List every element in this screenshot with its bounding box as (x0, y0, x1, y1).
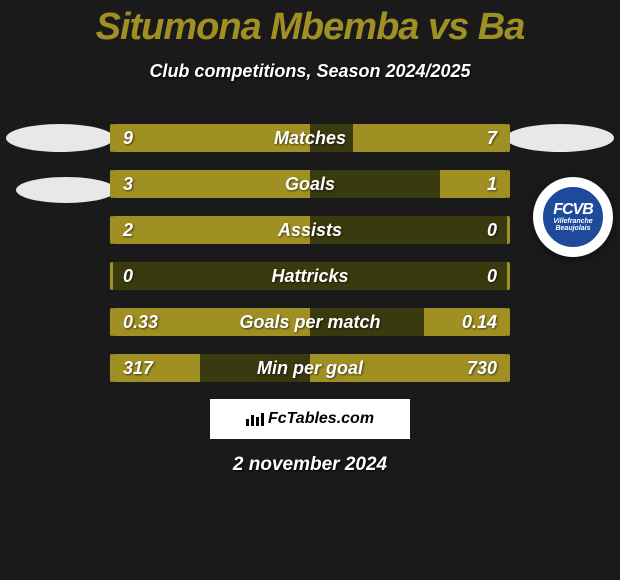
attribution-text: FcTables.com (268, 410, 374, 428)
stat-value-right: 7 (487, 128, 497, 149)
stat-label: Matches (274, 128, 346, 149)
date-line: 2 november 2024 (0, 454, 620, 476)
stat-value-left: 9 (123, 128, 133, 149)
stat-value-left: 317 (123, 358, 153, 379)
fcvb-badge-icon: FCVB Villefranche Beaujolais (541, 185, 605, 249)
stat-value-left: 0 (123, 266, 133, 287)
chart-icon (246, 412, 264, 426)
player1-club-ellipse-2 (16, 177, 116, 203)
player2-club-badge: FCVB Villefranche Beaujolais (533, 177, 613, 257)
stat-value-left: 2 (123, 220, 133, 241)
club-badge-acronym: FCVB (553, 202, 593, 218)
stat-label: Assists (278, 220, 342, 241)
stat-value-right: 0.14 (462, 312, 497, 333)
stat-label: Goals (285, 174, 335, 195)
stat-label: Hattricks (271, 266, 348, 287)
subtitle: Club competitions, Season 2024/2025 (0, 61, 620, 82)
bar-fill-left (113, 170, 310, 198)
stat-value-left: 0.33 (123, 312, 158, 333)
player2-club-ellipse-1 (506, 124, 614, 152)
comparison-chart: 9 Matches 7 3 Goals 1 2 Assists 0 0 Hattricks 0 0.33… (110, 124, 510, 400)
page-title: Situmona Mbemba vs Ba (0, 0, 620, 49)
stat-value-right: 1 (487, 174, 497, 195)
stat-value-right: 730 (467, 358, 497, 379)
stat-value-left: 3 (123, 174, 133, 195)
attribution-badge: FcTables.com (210, 399, 410, 439)
stat-value-right: 0 (487, 220, 497, 241)
stat-row: 317 Min per goal 730 (110, 354, 510, 382)
stat-label: Goals per match (239, 312, 380, 333)
stat-row: 9 Matches 7 (110, 124, 510, 152)
stat-label: Min per goal (257, 358, 363, 379)
club-badge-subtext2: Beaujolais (555, 225, 590, 232)
stat-row: 2 Assists 0 (110, 216, 510, 244)
bar-fill-right (353, 124, 507, 152)
player1-club-ellipse-1 (6, 124, 114, 152)
stat-row: 3 Goals 1 (110, 170, 510, 198)
stat-row: 0 Hattricks 0 (110, 262, 510, 290)
club-badge-subtext1: Villefranche (553, 218, 592, 225)
stat-row: 0.33 Goals per match 0.14 (110, 308, 510, 336)
stat-value-right: 0 (487, 266, 497, 287)
